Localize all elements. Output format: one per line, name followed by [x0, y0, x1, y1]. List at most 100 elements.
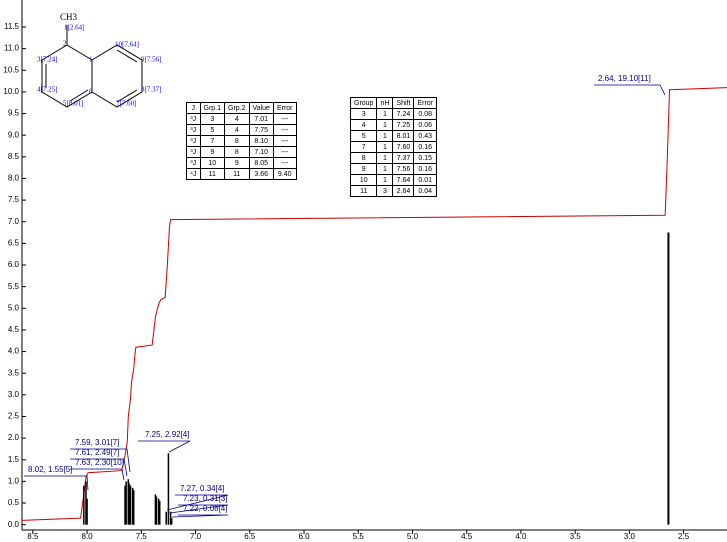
cell: 7.37 — [392, 152, 415, 164]
cell: 0.01 — [413, 174, 437, 186]
x-tick-label: 4.5 — [461, 532, 473, 541]
peak-annotation: 7.63, 2.30[10] — [75, 458, 124, 467]
cell: 4 — [349, 119, 378, 131]
y-tick-label: 10.0 — [3, 87, 19, 96]
cell: 0.43 — [413, 130, 437, 142]
cell: 9 — [224, 157, 250, 169]
atom-label: CH3 — [60, 12, 78, 22]
row: 9 1 7.56 0.16 — [349, 163, 437, 175]
x-tick-label: 8.0 — [82, 532, 94, 541]
cell: 1 — [376, 163, 394, 175]
cell: 0.06 — [413, 119, 437, 131]
y-tick-label: 1.0 — [8, 477, 20, 486]
peak-annotation: 7.59, 3.01[7] — [75, 438, 119, 447]
y-tick-label: 0.0 — [8, 520, 20, 529]
y-tick-label: 11.5 — [4, 22, 20, 31]
cell: 9 — [349, 163, 378, 175]
cell: 11 — [224, 168, 250, 180]
cell: 7.10 — [248, 146, 274, 158]
header-cell: nH — [376, 97, 394, 109]
peak-annotation: 7.25, 2.92[4] — [145, 430, 189, 439]
y-tick-label: 11.0 — [4, 44, 20, 53]
double-bond — [116, 49, 138, 63]
cell: 5 — [199, 124, 226, 136]
atom-label: 7[7.60] — [116, 100, 136, 108]
y-tick-label: 1.5 — [8, 455, 20, 464]
cell: 4 — [224, 124, 250, 136]
row: 8 1 7.37 0.15 — [349, 152, 437, 164]
x-tick-label: 7.5 — [136, 532, 148, 541]
row: 11 3 2.64 0.04 — [349, 185, 437, 197]
j-table: J Grp.1 Grp.2 Value Error ³J 3 4 7.01 --- ³J 5 4 7.75… — [186, 102, 297, 180]
row: 7 1 7.60 0.16 — [349, 141, 437, 153]
cell: ⁴J — [186, 168, 201, 180]
cell: 0.16 — [413, 163, 437, 175]
y-tick-label: 3.5 — [8, 368, 20, 377]
cell: 10 — [349, 174, 378, 186]
header-cell: Value — [248, 102, 274, 114]
cell: 7.64 — [392, 174, 415, 186]
y-tick-label: 5.0 — [8, 303, 20, 312]
header-row: J Grp.1 Grp.2 Value Error — [186, 102, 297, 114]
cell: 1 — [376, 119, 394, 131]
y-tick-label: 9.0 — [8, 130, 20, 139]
x-tick-label: 7.0 — [190, 532, 202, 541]
x-tick-label: 5.5 — [353, 532, 365, 541]
y-tick-label: 6.5 — [8, 238, 20, 247]
cell: 0.08 — [413, 108, 437, 120]
y-tick-label: 4.0 — [8, 347, 20, 356]
cell: 9 — [199, 146, 226, 158]
cell: 0.16 — [413, 141, 437, 153]
cell: 0.15 — [413, 152, 437, 164]
cell: --- — [272, 135, 297, 147]
atom-label: 1[2.64] — [64, 24, 84, 32]
row: ⁴J 11 11 3.66 9.40 — [186, 168, 297, 180]
cell: --- — [272, 146, 297, 158]
row: ³J 9 8 7.10 --- — [186, 146, 297, 158]
cell: 5 — [349, 130, 378, 142]
cell: 1 — [376, 174, 394, 186]
cell: 3.66 — [248, 168, 274, 180]
cell: --- — [272, 113, 297, 125]
x-tick-label: 6.0 — [298, 532, 310, 541]
cell: 7.60 — [392, 141, 415, 153]
peak-annotation: 7.22, 0.08[4] — [183, 504, 227, 513]
cell: 1 — [376, 108, 394, 120]
cell: 8 — [224, 135, 250, 147]
leader-line — [169, 504, 229, 514]
cell: 4 — [224, 113, 250, 125]
y-tick-label: 10.5 — [3, 65, 19, 74]
header-cell: Shift — [392, 97, 415, 109]
x-tick-label: 2.5 — [678, 532, 690, 541]
leader-line — [171, 514, 229, 518]
molecule — [41, 25, 143, 108]
peak-annotation: 7.27, 0.34[4] — [180, 484, 224, 493]
row: ³J 7 8 8.10 --- — [186, 135, 297, 147]
cell: 8.05 — [248, 157, 274, 169]
header-cell: J — [186, 102, 201, 114]
cell: 3 — [199, 113, 226, 125]
cell: 9.40 — [272, 168, 297, 180]
integral-curve — [21, 87, 727, 521]
cell: 11 — [199, 168, 226, 180]
x-tick-label: 4.0 — [515, 532, 527, 541]
leader-line — [24, 475, 89, 491]
peak-annotation: 7.23, 0.31[3] — [183, 494, 227, 503]
row: ³J 5 4 7.75 --- — [186, 124, 297, 136]
y-tick-label: 7.0 — [8, 217, 20, 226]
cell: 7 — [349, 141, 378, 153]
peak-annotation: 8.02, 1.55[5] — [28, 465, 72, 474]
leader-line — [594, 84, 666, 96]
cell: ³J — [186, 113, 201, 125]
x-tick-label: 5.0 — [407, 532, 419, 541]
atom-label: 6 — [89, 88, 93, 96]
y-tick-label: 8.5 — [8, 152, 20, 161]
y-tick-label: 2.5 — [8, 412, 20, 421]
cell: 7.24 — [392, 108, 415, 120]
y-tick-label: 3.0 — [8, 390, 20, 399]
cell: 1 — [376, 130, 394, 142]
header-cell: Error — [272, 102, 297, 114]
cell: 3 — [349, 108, 378, 120]
cell: 1 — [376, 141, 394, 153]
